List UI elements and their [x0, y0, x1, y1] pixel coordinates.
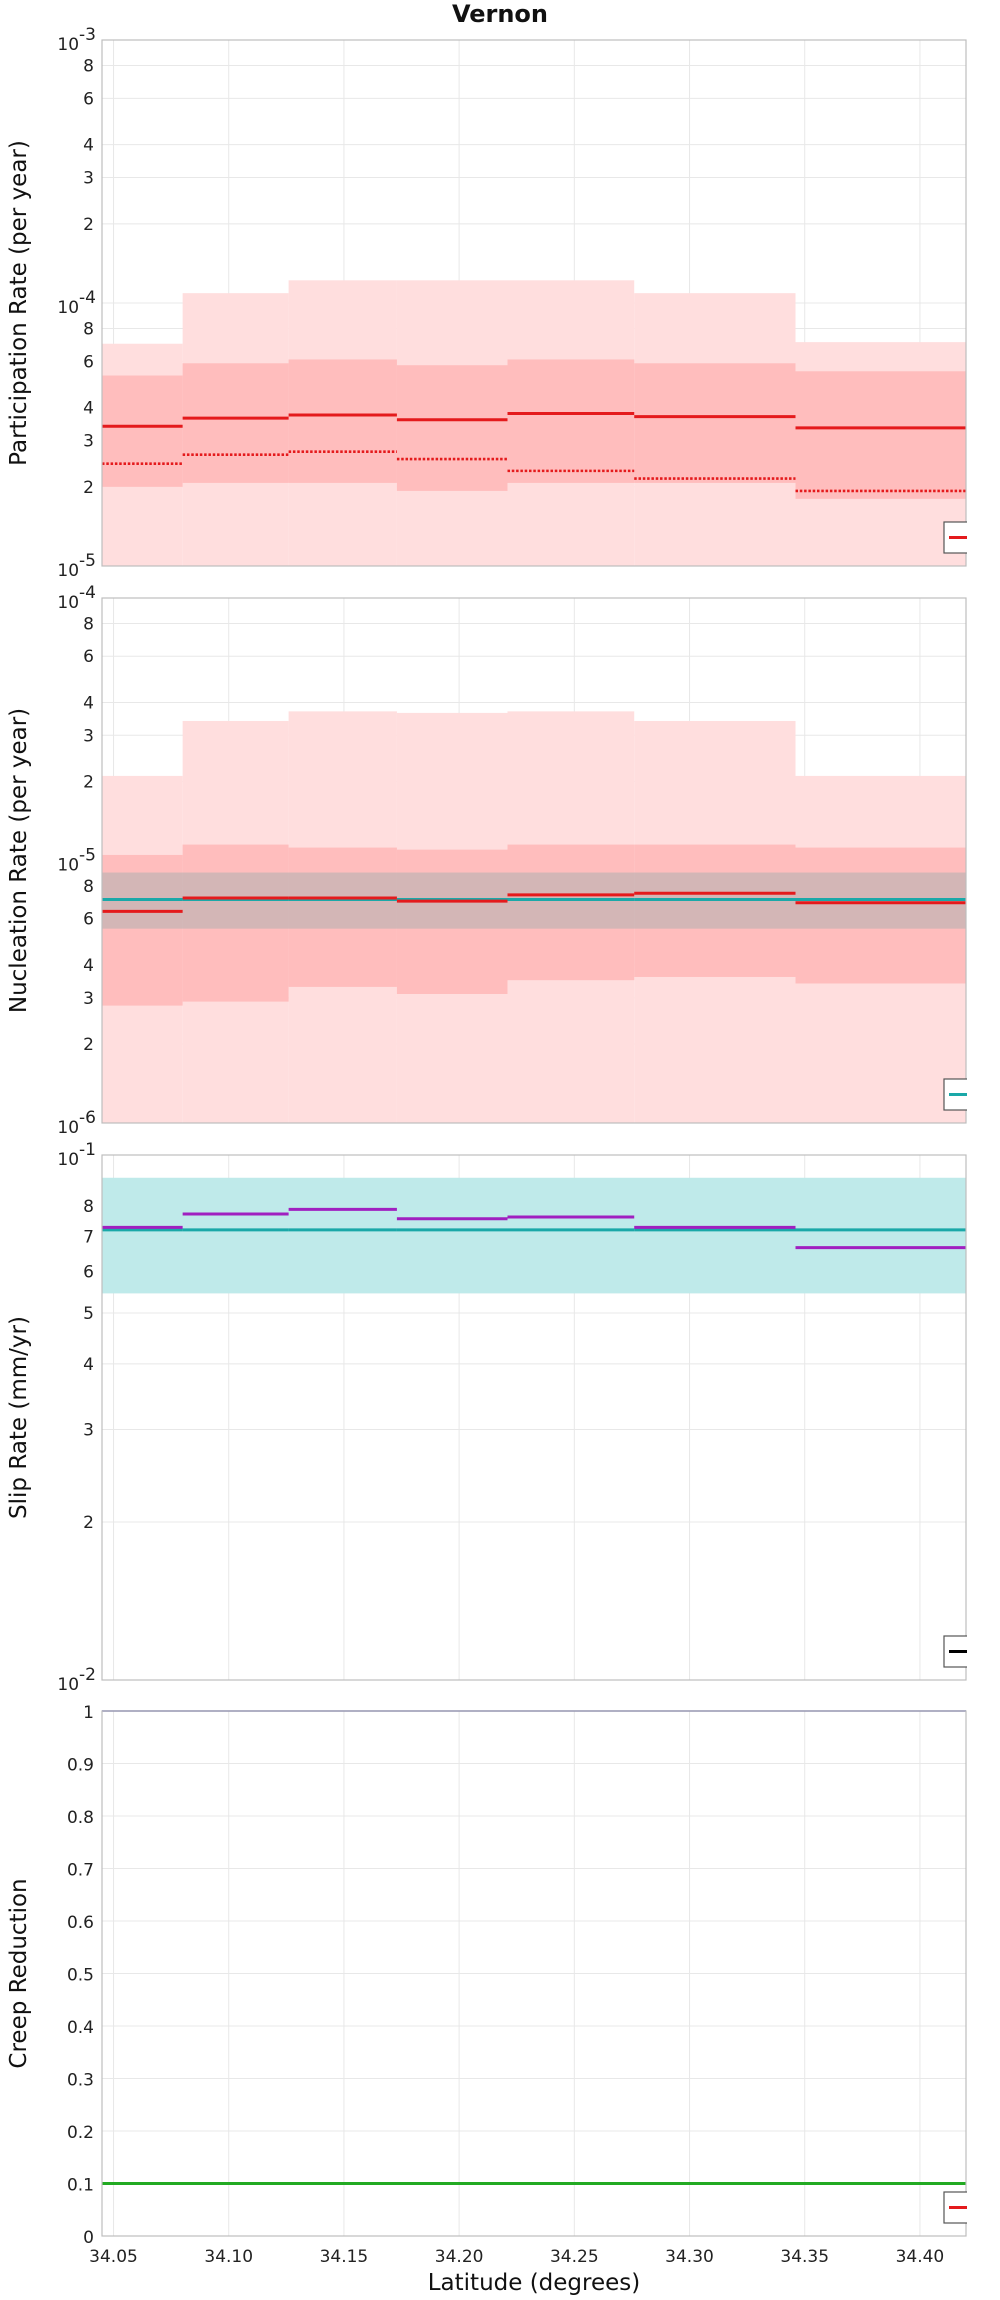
- y-major-tick-label: 10-2: [57, 1665, 96, 1695]
- x-tick-label: 34.30: [665, 2247, 714, 2267]
- y-minor-tick-label: 8: [83, 877, 94, 897]
- y-tick-label: 0.2: [67, 2123, 94, 2143]
- series-solution: [102, 1207, 966, 1250]
- legend: [943, 2190, 1000, 2226]
- y-minor-tick-label: 6: [83, 647, 94, 667]
- legend: [943, 520, 1000, 556]
- y-tick-label: 0.8: [67, 1808, 94, 1828]
- figure-title: Vernon: [452, 0, 548, 28]
- plot-frame: [101, 597, 967, 1124]
- y-minor-tick-label: 4: [83, 693, 94, 713]
- y-tick-label: 0.4: [67, 2018, 94, 2038]
- y-minor-tick-label: 3: [83, 726, 94, 746]
- y-tick-label: 0.6: [67, 1913, 94, 1933]
- y-minor-tick-label: 2: [83, 215, 94, 235]
- y-minor-tick-label: 2: [83, 478, 94, 498]
- y-tick-label: 0.5: [67, 1966, 94, 1986]
- x-tick-label: 34.40: [896, 2247, 945, 2267]
- y-minor-tick-label: 3: [83, 1421, 94, 1441]
- inner-band-segment: [102, 375, 183, 487]
- series-mean: [102, 891, 966, 913]
- x-tick-label: 34.10: [204, 2247, 253, 2267]
- plot-frame: [101, 1710, 967, 2237]
- y-minor-tick-label: 8: [83, 56, 94, 76]
- y-minor-tick-label: 6: [83, 89, 94, 109]
- y-minor-tick-label: 3: [83, 989, 94, 1009]
- y-minor-tick-label: 3: [83, 169, 94, 189]
- y-minor-tick-label: 2: [83, 772, 94, 792]
- panel-slip: 10-2 10-1 2 3 4 5 6 7 8 Slip Rate (mm/yr): [6, 1140, 1000, 1695]
- y-minor-tick-label: 4: [83, 399, 94, 419]
- inner-band-segment: [795, 371, 966, 499]
- y-minor-tick-label: 6: [83, 1262, 94, 1282]
- y-minor-tick-label: 8: [83, 614, 94, 634]
- inner-band: [102, 359, 966, 499]
- x-tick-label: 34.20: [435, 2247, 484, 2267]
- y-minor-tick-label: 8: [83, 1197, 94, 1217]
- panel-creep: 0 0.1 0.2 0.3 0.4 0.5 0.6 0.7 0.8 0.9 1 Creep Reduc…: [6, 1703, 1000, 2248]
- y-tick-labels: 0 0.1 0.2 0.3 0.4 0.5 0.6 0.7 0.8 0.9 1: [67, 1703, 94, 2248]
- y-major-tick-label: 10-3: [57, 25, 96, 55]
- y-minor-tick-label: 2: [83, 1513, 94, 1533]
- y-minor-tick-label: 2: [83, 1035, 94, 1055]
- y-major-tick-label: 10-4: [57, 583, 96, 613]
- x-tick-label: 34.25: [550, 2247, 599, 2267]
- y-tick-label: 0.1: [67, 2176, 94, 2196]
- inner-band-segment: [634, 363, 796, 483]
- y-tick-labels: 10-6 10-5 10-4 2 3 4 6 8 2 3 4 6 8: [57, 583, 96, 1138]
- y-minor-tick-label: 5: [83, 1304, 94, 1324]
- y-tick-labels: 10-5 10-4 10-3 2 3 4 6 8 2 3 4 6 8: [57, 25, 96, 581]
- gridlines: [102, 1710, 966, 2237]
- y-tick-label: 1: [83, 1703, 94, 1723]
- series-mean: [102, 412, 966, 430]
- x-axis-label: Latitude (degrees): [428, 2270, 641, 2296]
- plot-frame: [101, 39, 967, 567]
- y-axis-label: Slip Rate (mm/yr): [6, 1316, 32, 1519]
- series-dotted: [102, 450, 966, 493]
- legend-clip: [967, 520, 1000, 556]
- panel-nucleation: 10-6 10-5 10-4 2 3 4 6 8 2 3 4 6 8 Nucleation Rate (p…: [6, 583, 1000, 1138]
- panel-participation: 10-5 10-4 10-3 2 3 4 6 8 2 3 4 6 8 Participation Rate…: [6, 25, 1000, 581]
- y-major-tick-label: 10-1: [57, 1140, 96, 1170]
- y-major-tick-label: 10-6: [57, 1108, 96, 1138]
- inner-band-segment: [396, 365, 508, 491]
- x-tick-label: 34.35: [780, 2247, 829, 2267]
- y-tick-label: 0.9: [67, 1756, 94, 1776]
- y-minor-tick-label: 3: [83, 432, 94, 452]
- inner-band-segment: [182, 363, 289, 483]
- y-axis-label: Creep Reduction: [6, 1878, 32, 2068]
- y-minor-tick-label: 4: [83, 1355, 94, 1375]
- y-minor-tick-label: 8: [83, 319, 94, 339]
- y-minor-tick-label: 6: [83, 910, 94, 930]
- y-tick-label: 0: [83, 2228, 94, 2248]
- x-tick-label: 34.15: [320, 2247, 369, 2267]
- y-major-tick-label: 10-4: [57, 288, 96, 318]
- y-major-tick-label: 10-5: [57, 551, 96, 581]
- plot-frame: [101, 1154, 967, 1681]
- inner-band-segment: [288, 359, 397, 483]
- y-minor-tick-label: 6: [83, 352, 94, 372]
- y-major-tick-label: 10-5: [57, 846, 96, 876]
- y-tick-labels: 10-2 10-1 2 3 4 5 6 7 8: [57, 1140, 96, 1695]
- y-minor-tick-label: 4: [83, 136, 94, 156]
- x-tick-label: 34.05: [89, 2247, 138, 2267]
- cyan-band: [102, 1177, 966, 1294]
- y-minor-tick-label: 4: [83, 956, 94, 976]
- legend: [943, 1077, 1000, 1113]
- y-minor-tick-label: 7: [83, 1227, 94, 1247]
- legend-clip: [967, 1077, 1000, 1113]
- legend-clip: [967, 2190, 1000, 2226]
- y-tick-label: 0.3: [67, 2071, 94, 2091]
- legend-clip: [967, 1634, 1000, 1670]
- x-axis: 34.05 34.10 34.15 34.20 34.25 34.30 34.35 34.40: [89, 2247, 944, 2267]
- y-axis-label: Participation Rate (per year): [6, 140, 32, 466]
- y-axis-label: Nucleation Rate (per year): [6, 708, 32, 1013]
- y-tick-label: 0.7: [67, 1861, 94, 1881]
- inner-band-segment: [507, 359, 635, 483]
- legend: [943, 1634, 1000, 1670]
